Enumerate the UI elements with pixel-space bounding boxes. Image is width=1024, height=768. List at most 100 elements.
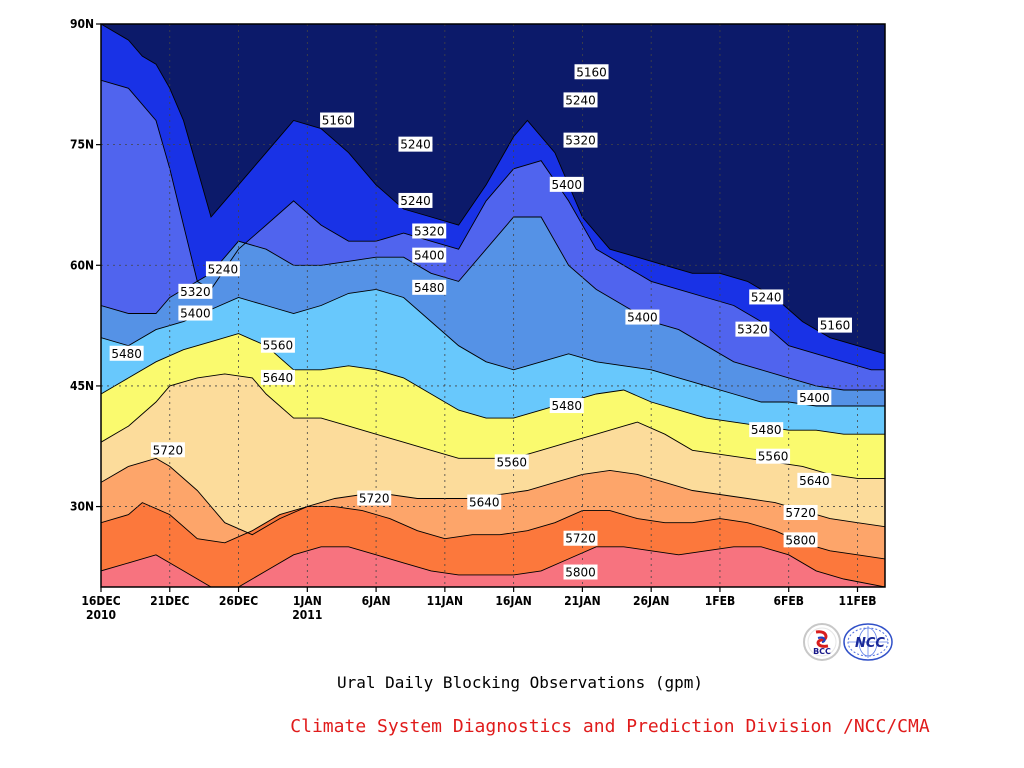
contour-label-box xyxy=(320,112,355,128)
contour-label-box xyxy=(260,369,295,385)
x-tick-year: 2011 xyxy=(292,608,322,622)
x-tick-label: 16DEC xyxy=(81,594,120,608)
contour-label: 5640 xyxy=(260,369,295,385)
contour-label-text: 5400 xyxy=(551,178,582,192)
contour-label-text: 5160 xyxy=(576,65,607,79)
contour-label-box xyxy=(625,309,660,325)
x-tick-label: 1JAN xyxy=(293,594,322,608)
contour-label-box xyxy=(563,132,598,148)
contour-label-box xyxy=(150,442,185,458)
contour-label-text: 5320 xyxy=(414,225,445,239)
contour-label: 5240 xyxy=(563,92,598,108)
contour-fills xyxy=(101,24,885,587)
x-tick-label: 11JAN xyxy=(427,594,463,608)
ncc-logo-text: NCC xyxy=(855,636,885,651)
x-tick-label: 1FEB xyxy=(705,594,736,608)
contour-label-text: 5400 xyxy=(414,249,445,263)
contour-label: 5320 xyxy=(412,223,447,239)
y-tick-label: 30N xyxy=(70,500,94,514)
contour-label-box xyxy=(756,448,791,464)
x-tick-label: 6FEB xyxy=(773,594,804,608)
contour-label: 5400 xyxy=(549,176,584,192)
contour-label-box xyxy=(260,337,295,353)
contour-label-box xyxy=(797,472,832,488)
contour-label: 5800 xyxy=(563,564,598,580)
contour-label-text: 5800 xyxy=(785,533,816,547)
contour-label-box xyxy=(398,136,433,152)
contour-label: 5240 xyxy=(205,261,240,277)
contour-label-box xyxy=(563,92,598,108)
contour-label-text: 5400 xyxy=(799,391,830,405)
contour-label-box xyxy=(783,532,818,548)
contour-label-box xyxy=(549,176,584,192)
contour-label-box xyxy=(178,305,213,321)
contour-label-text: 5480 xyxy=(551,399,582,413)
contour-label: 5720 xyxy=(783,505,818,521)
contour-label: 5480 xyxy=(749,422,784,438)
bcc-logo-text: BCC xyxy=(813,647,831,656)
contour-label-text: 5160 xyxy=(322,114,353,128)
contour-label: 5640 xyxy=(797,472,832,488)
contour-label-text: 5400 xyxy=(627,311,658,325)
contour-label-box xyxy=(783,505,818,521)
y-tick-label: 90N xyxy=(70,17,94,31)
contour-label: 5160 xyxy=(574,64,609,80)
contour-label-box xyxy=(398,192,433,208)
contour-label-text: 5160 xyxy=(820,319,851,333)
contour-label: 5240 xyxy=(749,289,784,305)
contour-label-text: 5240 xyxy=(565,93,596,107)
contour-label-text: 5640 xyxy=(799,474,830,488)
contour-label-text: 5640 xyxy=(469,496,500,510)
contour-label-box xyxy=(205,261,240,277)
contour-label-box xyxy=(817,317,852,333)
y-tick-label: 45N xyxy=(70,379,94,393)
contour-label: 5560 xyxy=(756,448,791,464)
contour-label-text: 5480 xyxy=(751,423,782,437)
contour-label-box xyxy=(412,247,447,263)
contour-label-box xyxy=(563,530,598,546)
contour-label-text: 5320 xyxy=(180,285,211,299)
contour-line-5240 xyxy=(101,79,885,371)
contour-label-box xyxy=(735,321,770,337)
contour-label-box xyxy=(574,64,609,80)
contour-label: 5400 xyxy=(625,309,660,325)
bcc-logo: BCC xyxy=(803,623,841,661)
x-tick-label: 26DEC xyxy=(219,594,258,608)
ncc-logo: NCC xyxy=(843,623,893,661)
contour-label: 5320 xyxy=(563,132,598,148)
contour-label-text: 5240 xyxy=(400,138,431,152)
contour-label-text: 5480 xyxy=(111,347,142,361)
contour-label: 5560 xyxy=(494,454,529,470)
x-tick-label: 11FEB xyxy=(838,594,876,608)
contour-label-text: 5400 xyxy=(180,307,211,321)
contour-label-box xyxy=(357,490,392,506)
y-tick-label: 75N xyxy=(70,138,94,152)
contour-label: 5400 xyxy=(797,389,832,405)
contour-label-box xyxy=(494,454,529,470)
contour-label: 5800 xyxy=(783,532,818,548)
y-tick-label: 60N xyxy=(70,258,94,272)
contour-label-text: 5720 xyxy=(153,443,184,457)
contour-label-text: 5240 xyxy=(208,262,239,276)
band-above-5800 xyxy=(101,546,885,587)
contour-label-text: 5320 xyxy=(737,323,768,337)
contour-label-text: 5320 xyxy=(565,134,596,148)
contour-label: 5240 xyxy=(398,192,433,208)
contour-label-box xyxy=(749,422,784,438)
contour-label-box xyxy=(797,389,832,405)
contour-label-text: 5640 xyxy=(263,371,294,385)
contour-label: 5480 xyxy=(549,398,584,414)
contour-label: 5480 xyxy=(109,345,144,361)
contour-label: 5480 xyxy=(412,279,447,295)
contour-line-5800 xyxy=(101,546,885,587)
contour-label: 5720 xyxy=(563,530,598,546)
contour-label-text: 5560 xyxy=(496,455,527,469)
contour-label: 5400 xyxy=(412,247,447,263)
contour-line-5400 xyxy=(101,288,885,407)
contour-label: 5720 xyxy=(150,442,185,458)
x-tick-label: 6JAN xyxy=(362,594,391,608)
x-tick-label: 21DEC xyxy=(150,594,189,608)
contour-label-text: 5720 xyxy=(359,492,390,506)
